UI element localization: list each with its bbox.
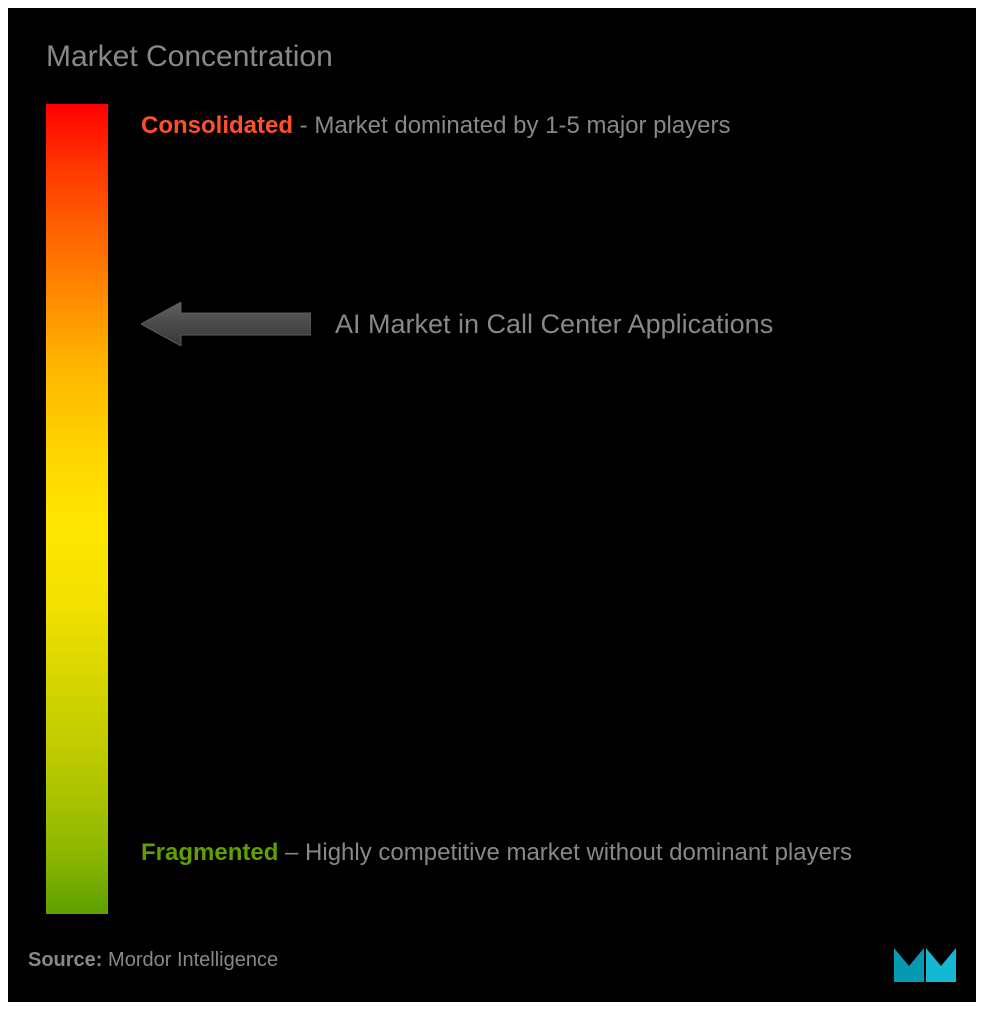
infographic-container: Market Concentration Consolidated - Mark… xyxy=(8,8,976,1002)
consolidated-annotation: Consolidated - Market dominated by 1-5 m… xyxy=(141,112,918,140)
market-name-label: AI Market in Call Center Applications xyxy=(335,309,773,340)
consolidated-label: Consolidated xyxy=(141,112,293,139)
market-indicator-row: AI Market in Call Center Applications xyxy=(141,302,773,346)
consolidated-description: - Market dominated by 1-5 major players xyxy=(293,112,731,139)
mordor-logo-icon xyxy=(894,938,956,982)
concentration-gradient-bar xyxy=(46,104,108,914)
arrow-left-icon xyxy=(141,302,311,346)
footer: Source: Mordor Intelligence xyxy=(28,938,956,982)
content-area: Consolidated - Market dominated by 1-5 m… xyxy=(46,104,938,914)
fragmented-annotation: Fragmented – Highly competitive market w… xyxy=(141,824,918,882)
fragmented-description: – Highly competitive market without domi… xyxy=(278,839,852,866)
page-title: Market Concentration xyxy=(46,40,938,74)
source-text: Mordor Intelligence xyxy=(108,949,278,971)
fragmented-label: Fragmented xyxy=(141,839,278,866)
source-citation: Source: Mordor Intelligence xyxy=(28,949,278,972)
source-label: Source: xyxy=(28,949,108,971)
